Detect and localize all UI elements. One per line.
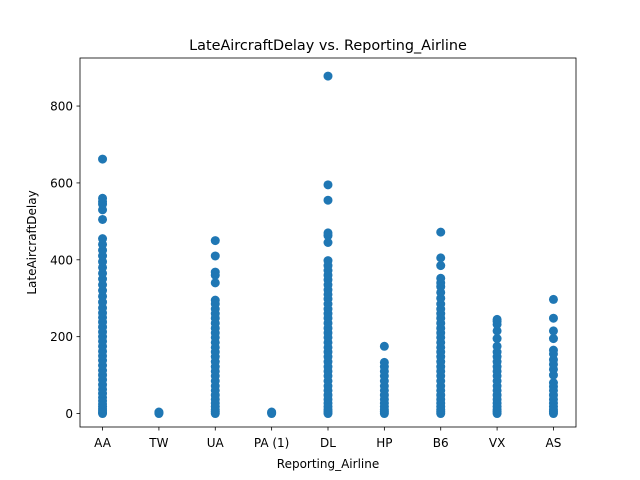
data-point: [436, 253, 446, 263]
data-point: [210, 251, 220, 261]
data-point: [323, 71, 333, 81]
x-tick-label: B6: [433, 436, 449, 450]
data-point: [548, 378, 558, 388]
chart-title: LateAircraftDelay vs. Reporting_Airline: [189, 38, 467, 54]
data-point: [98, 154, 108, 164]
data-point: [379, 357, 389, 367]
data-point: [210, 295, 220, 305]
x-axis: AA TW UA PA (1) DL HP B6 VX AS: [94, 427, 561, 450]
data-point: [323, 180, 333, 190]
data-point: [492, 314, 502, 324]
data-point: [323, 256, 333, 266]
x-axis-label: Reporting_Airline: [277, 457, 379, 471]
x-tick-label: HP: [376, 436, 392, 450]
data-point: [548, 326, 558, 336]
data-point: [436, 227, 446, 237]
y-tick-label: 200: [50, 330, 73, 344]
y-axis-label: LateAircraftDelay: [25, 190, 39, 294]
data-point: [436, 273, 446, 283]
x-tick-label: AA: [94, 436, 112, 450]
data-point: [492, 326, 502, 336]
data-point: [379, 341, 389, 351]
y-axis: 0 200 400 600 800: [50, 100, 80, 421]
data-point: [548, 334, 558, 344]
x-tick-label: VX: [489, 436, 505, 450]
y-tick-label: 600: [50, 176, 73, 190]
data-point: [210, 267, 220, 277]
data-point: [98, 214, 108, 224]
data-point: [548, 345, 558, 355]
y-tick-label: 0: [65, 407, 73, 421]
x-tick-label: PA (1): [254, 436, 290, 450]
data-point: [323, 238, 333, 247]
y-tick-label: 800: [50, 100, 73, 114]
data-point: [98, 234, 108, 244]
data-point: [548, 294, 558, 304]
x-tick-label: DL: [320, 436, 336, 450]
data-point: [492, 334, 502, 344]
x-tick-label: AS: [546, 436, 562, 450]
data-points: [98, 71, 558, 419]
data-point: [323, 195, 333, 205]
data-point: [492, 341, 502, 351]
data-point: [267, 407, 277, 417]
data-point: [154, 407, 164, 417]
x-tick-label: UA: [207, 436, 225, 450]
data-point: [436, 261, 446, 271]
data-point: [548, 313, 558, 323]
y-tick-label: 400: [50, 253, 73, 267]
data-point: [210, 236, 220, 246]
data-point: [210, 278, 220, 288]
x-tick-label: TW: [148, 436, 168, 450]
data-point: [323, 228, 333, 238]
data-point: [98, 193, 108, 203]
